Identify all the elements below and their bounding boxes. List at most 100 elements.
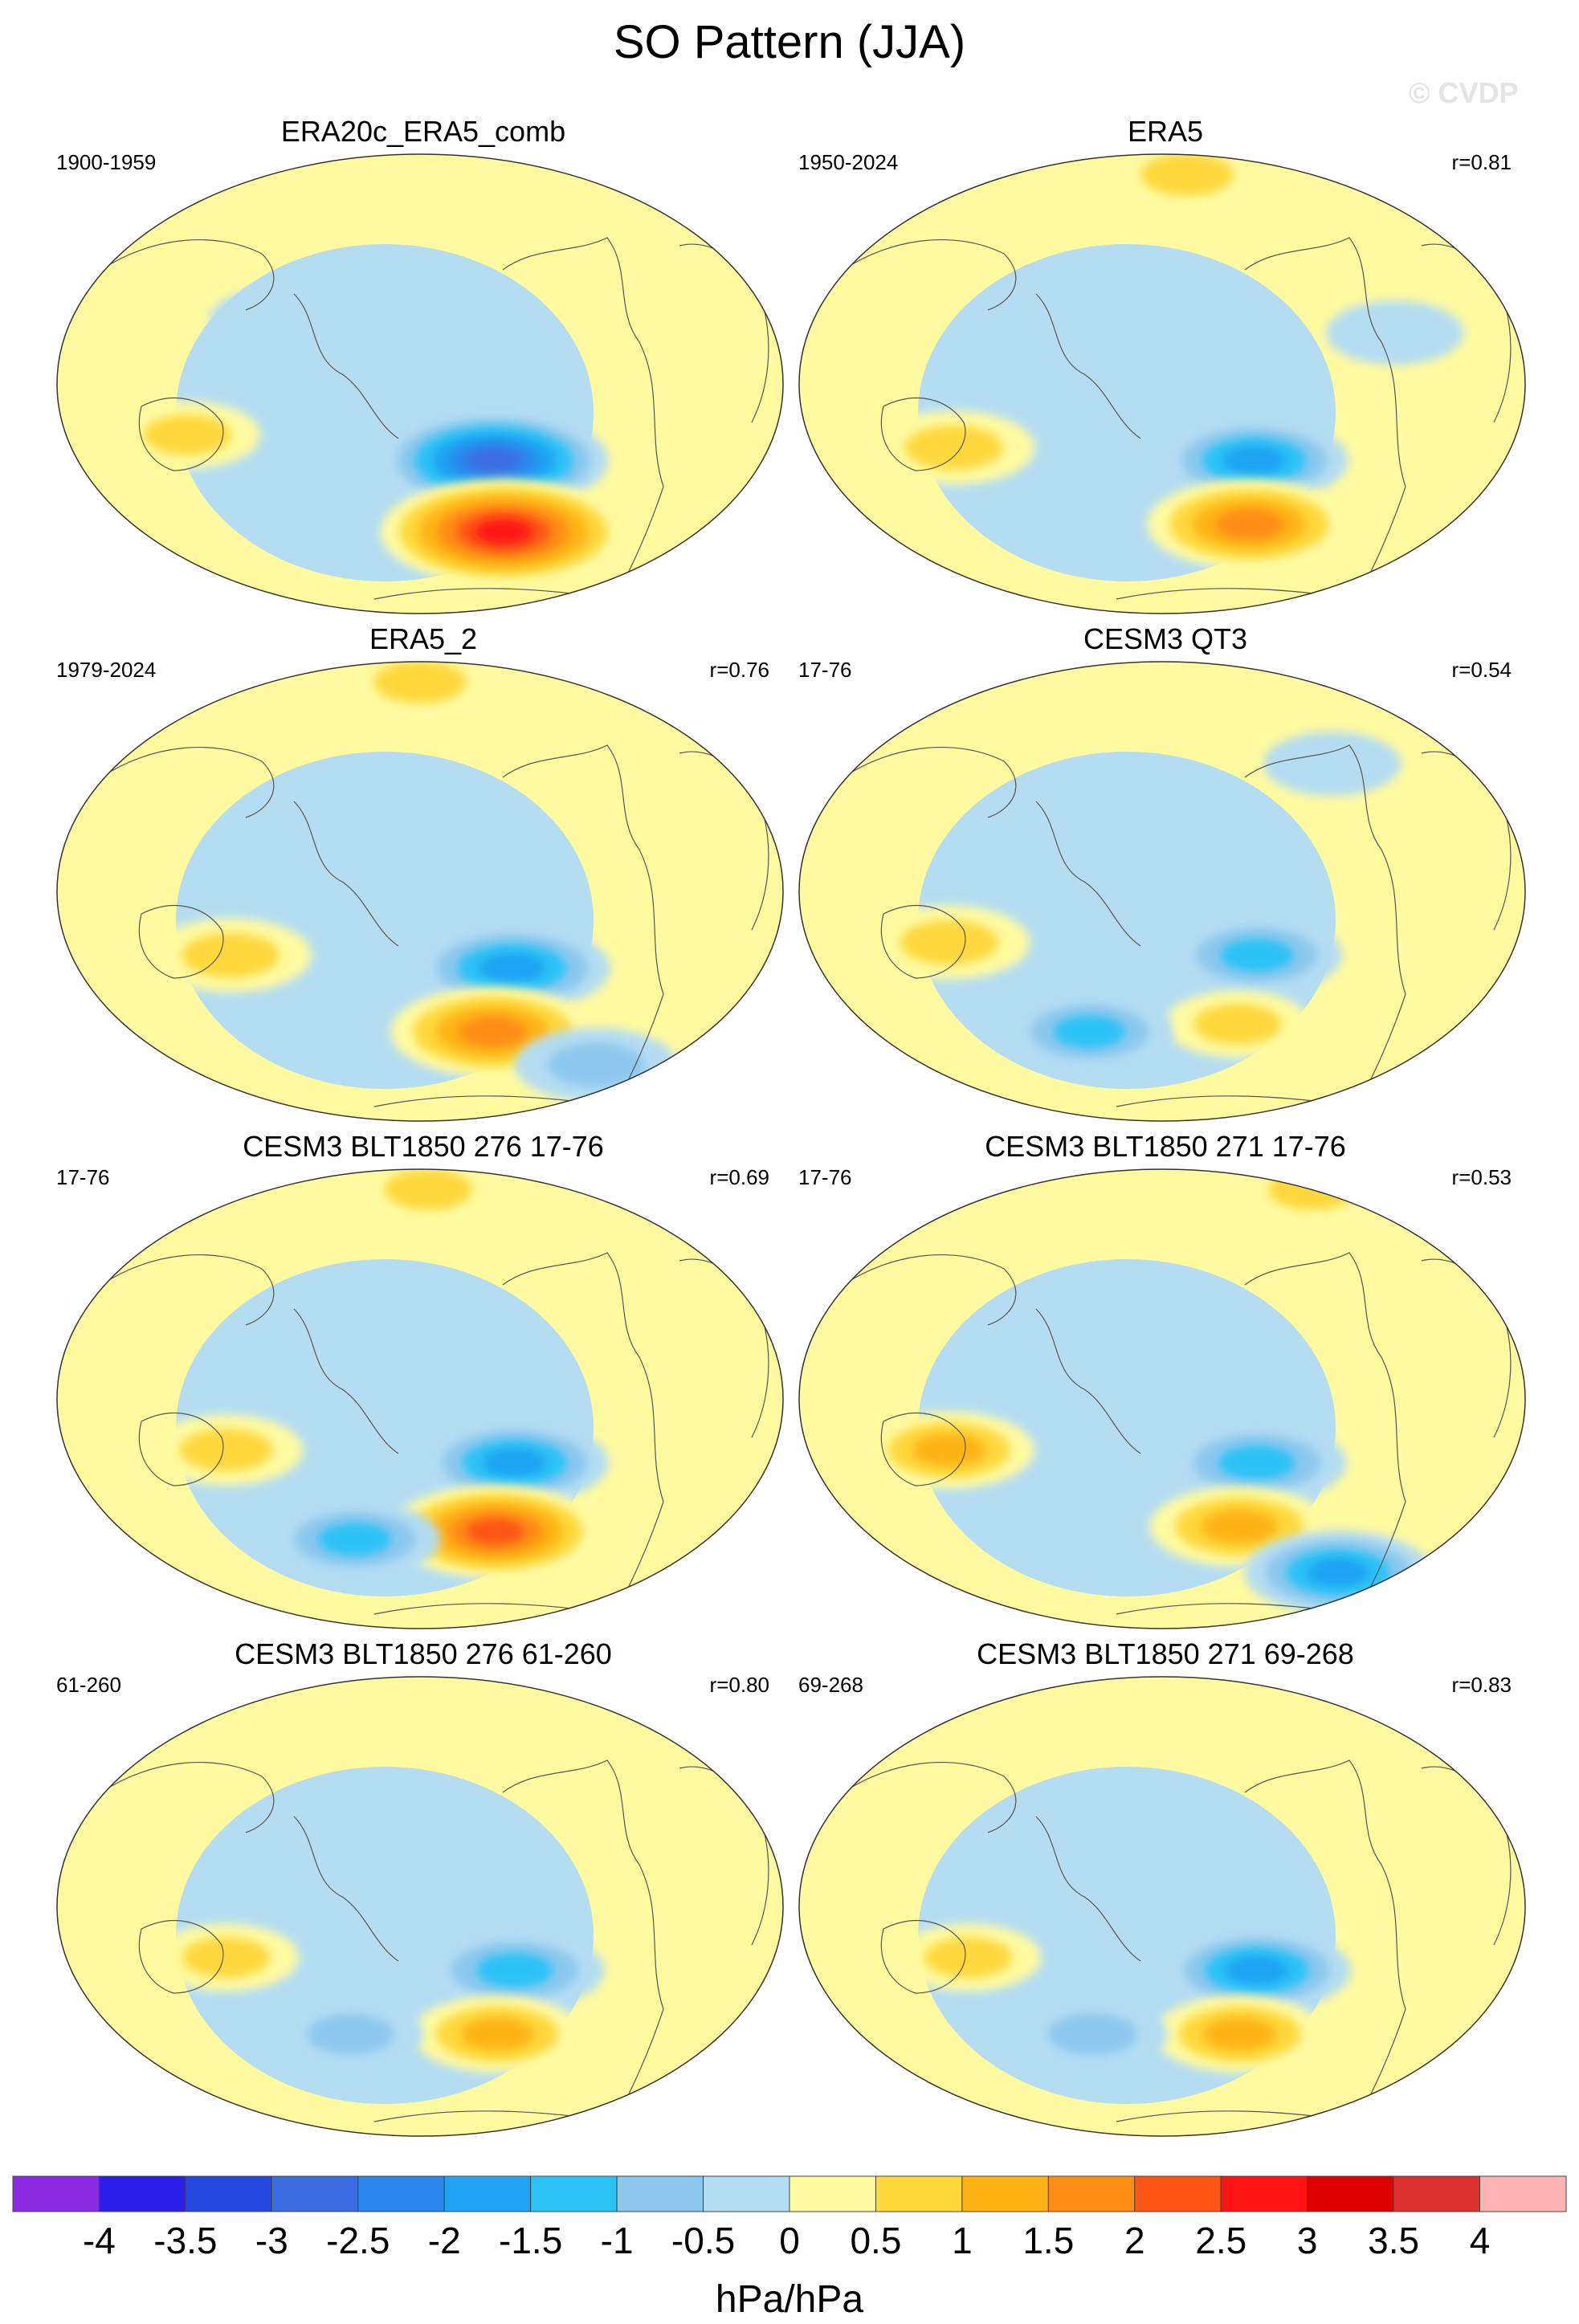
anomaly-contour xyxy=(1222,446,1286,475)
map-panel: CESM3 BLT1850 276 61-260 61-260 r=0.80 xyxy=(53,1637,794,2137)
anomaly-contour xyxy=(475,520,532,544)
anomaly-contour xyxy=(318,1523,392,1556)
anomaly-contour xyxy=(235,808,373,873)
anomaly-contour xyxy=(1193,1004,1282,1045)
anomaly-contour xyxy=(1218,1445,1295,1480)
map-border xyxy=(56,153,784,614)
coastline-path xyxy=(843,746,1017,818)
coastline-path xyxy=(880,1413,966,1486)
anomaly-contour xyxy=(904,425,1003,471)
main-title: SO Pattern (JJA) xyxy=(613,16,966,68)
panel-title: CESM3 BLT1850 276 61-260 xyxy=(235,1637,612,1670)
colorbar-tick-label: 2 xyxy=(1124,2220,1145,2261)
coastline-path xyxy=(1244,1759,1406,2122)
coastline-path xyxy=(138,1413,224,1486)
coastline-path xyxy=(502,1759,664,2122)
map-field xyxy=(799,1677,1525,2136)
panel-title: CESM3 BLT1850 271 17-76 xyxy=(985,1130,1346,1163)
anomaly-contour xyxy=(975,1836,1113,1901)
anomaly-contour xyxy=(458,1017,527,1047)
anomaly-contour xyxy=(306,2013,394,2055)
panel-title: ERA5_2 xyxy=(369,622,478,655)
coastline-path xyxy=(100,1254,275,1326)
coastline-path xyxy=(843,1761,1017,1833)
colorbar-tick-label: 2.5 xyxy=(1195,2220,1246,2261)
coastline-path xyxy=(880,905,966,979)
colorbar-tick-label: -3 xyxy=(255,2220,288,2261)
coastline-path xyxy=(138,1920,224,1994)
colorbar-swatch xyxy=(875,2175,963,2212)
colorbar-swatch xyxy=(271,2175,359,2212)
panel-title: ERA20c_ERA5_comb xyxy=(280,115,566,148)
map-svg xyxy=(798,661,1526,1122)
colorbar-swatch xyxy=(703,2175,790,2212)
map-panel: ERA5_2 1979-2024 r=0.76 xyxy=(53,622,794,1122)
map-panel: CESM3 BLT1850 271 69-268 69-268 r=0.83 xyxy=(795,1637,1536,2137)
map-border xyxy=(56,1168,784,1629)
anomaly-contour xyxy=(476,1953,553,1988)
colorbar-tick-label: 1 xyxy=(952,2220,973,2261)
anomaly-contour xyxy=(1326,300,1464,365)
anomaly-contour xyxy=(143,414,231,455)
colorbar-swatch xyxy=(616,2175,704,2212)
panel-period-label: 1900-1959 xyxy=(56,150,157,174)
colorbar-tick-label: 4 xyxy=(1470,2220,1491,2261)
colorbar-swatch xyxy=(1393,2175,1481,2212)
colorbar-tick-label: -3.5 xyxy=(153,2220,217,2261)
map-border xyxy=(798,1168,1526,1629)
colorbar-swatch xyxy=(185,2175,272,2212)
anomaly-contour xyxy=(1307,1558,1370,1587)
panel-correlation-label: r=0.80 xyxy=(709,1673,769,1697)
coastline-path xyxy=(293,801,399,947)
map-svg xyxy=(56,661,784,1122)
coastline-path xyxy=(1244,237,1406,600)
coastline-path xyxy=(880,398,966,471)
map-svg xyxy=(798,1676,1526,2137)
map-panel: CESM3 QT3 17-76 r=0.54 xyxy=(795,622,1536,1122)
colorbar-swatch xyxy=(357,2175,445,2212)
map-field xyxy=(57,1169,783,1629)
anomaly-contour xyxy=(479,953,545,983)
anomaly-contour xyxy=(547,1042,645,1087)
watermark-text: © CVDP xyxy=(1409,76,1519,109)
anomaly-contour xyxy=(373,662,467,703)
coastline-path xyxy=(1035,1308,1141,1454)
colorbar-tick-label: -1.5 xyxy=(499,2220,562,2261)
map-panel: CESM3 BLT1850 276 17-76 17-76 r=0.69 xyxy=(53,1129,794,1629)
anomaly-contour xyxy=(1220,938,1294,972)
map-field xyxy=(57,662,783,1121)
panel-period-label: 69-268 xyxy=(798,1673,863,1697)
panel-correlation-label: r=0.83 xyxy=(1451,1673,1512,1697)
map-svg xyxy=(798,1168,1526,1629)
anomaly-contour xyxy=(924,1937,1013,1978)
map-svg xyxy=(56,1168,784,1629)
map-panel: CESM3 BLT1850 271 17-76 17-76 r=0.53 xyxy=(795,1129,1536,1629)
anomaly-contour xyxy=(182,1937,271,1978)
panel-period-label: 61-260 xyxy=(56,1673,121,1697)
panel-period-label: 1950-2024 xyxy=(798,150,899,174)
anomaly-contour xyxy=(180,1429,273,1471)
coastline-path xyxy=(502,744,664,1107)
panel-title: CESM3 QT3 xyxy=(1083,622,1248,655)
panel-title: ERA5 xyxy=(1127,115,1204,148)
anomaly-contour xyxy=(975,1328,1113,1393)
map-field xyxy=(57,1677,783,2136)
coastline-path xyxy=(138,905,224,979)
coastline-path xyxy=(293,1816,399,1962)
panel-period-label: 1979-2024 xyxy=(56,658,157,682)
coastline-path xyxy=(502,237,664,600)
colorbar-swatch xyxy=(530,2175,618,2212)
colorbar-tick-label: -2 xyxy=(428,2220,461,2261)
map-svg xyxy=(798,153,1526,614)
panel-correlation-label: r=0.76 xyxy=(709,658,769,682)
coastline-path xyxy=(293,293,399,439)
map-border xyxy=(798,661,1526,1122)
anomaly-contour xyxy=(1047,2013,1138,2055)
anomaly-contour xyxy=(1202,2017,1276,2051)
anomaly-contour xyxy=(483,1449,546,1477)
anomaly-contour xyxy=(1214,509,1283,540)
panel-period-label: 17-76 xyxy=(798,658,852,682)
colorbar-tick-label: 1.5 xyxy=(1022,2220,1074,2261)
colorbar-tick-label: 0.5 xyxy=(850,2220,901,2261)
anomaly-contour xyxy=(912,1433,986,1467)
